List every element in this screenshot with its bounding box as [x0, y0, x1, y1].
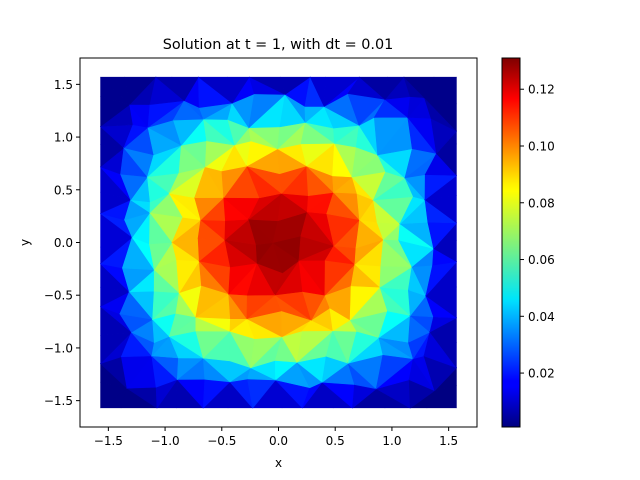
x-tick-label: −1.5 [94, 434, 123, 448]
x-axis-label: x [275, 456, 282, 470]
y-tick-label: 1.0 [54, 131, 73, 145]
y-tick-label: −1.0 [44, 341, 73, 355]
colorbar-tick-label: 0.10 [528, 139, 555, 153]
y-tick-label: 1.5 [54, 78, 73, 92]
colorbar-tick-label: 0.08 [528, 196, 555, 210]
mesh-triangle [226, 76, 250, 104]
colorbar-gradient [501, 57, 521, 428]
y-tick-label: 0.5 [54, 183, 73, 197]
chart-title: Solution at t = 1, with dt = 0.01 [163, 37, 394, 53]
colorbar-ticks: 0.02 0.04 0.06 0.08 0.10 0.12 [520, 83, 555, 381]
triangle-mesh [100, 76, 457, 409]
mesh-triangle [423, 76, 457, 99]
x-tick-label: −0.5 [207, 434, 236, 448]
y-tick-label: −1.5 [44, 394, 73, 408]
x-tick-label: −1.0 [151, 434, 180, 448]
colorbar: 0.02 0.04 0.06 0.08 0.10 0.12 [501, 57, 555, 428]
mesh-triangle [384, 76, 405, 101]
x-axis-ticks: −1.5 −1.0 −0.5 0.0 0.5 1.0 1.5 [94, 427, 458, 448]
y-axis-label: y [18, 239, 32, 246]
mesh-triangle [124, 76, 157, 106]
y-axis-ticks: −1.5 −1.0 −0.5 0.0 0.5 1.0 1.5 [44, 78, 80, 408]
x-tick-label: 0.0 [269, 434, 288, 448]
colorbar-tick-label: 0.12 [528, 83, 555, 97]
plot-area: −1.5 −1.0 −0.5 0.0 0.5 1.0 1.5 −1.5 −1.0 −0.5 0.0… [44, 57, 478, 448]
mesh-triangle [279, 76, 311, 95]
y-tick-label: −0.5 [44, 289, 73, 303]
colorbar-tick-label: 0.02 [528, 367, 555, 381]
mesh-triangle [171, 76, 199, 102]
colorbar-tick-label: 0.06 [528, 253, 555, 267]
colorbar-tick-label: 0.04 [528, 310, 555, 324]
y-tick-label: 0.0 [54, 236, 73, 250]
x-tick-label: 1.5 [439, 434, 458, 448]
x-tick-label: 0.5 [326, 434, 345, 448]
mesh-triangle [323, 76, 360, 108]
x-tick-label: 1.0 [382, 434, 401, 448]
